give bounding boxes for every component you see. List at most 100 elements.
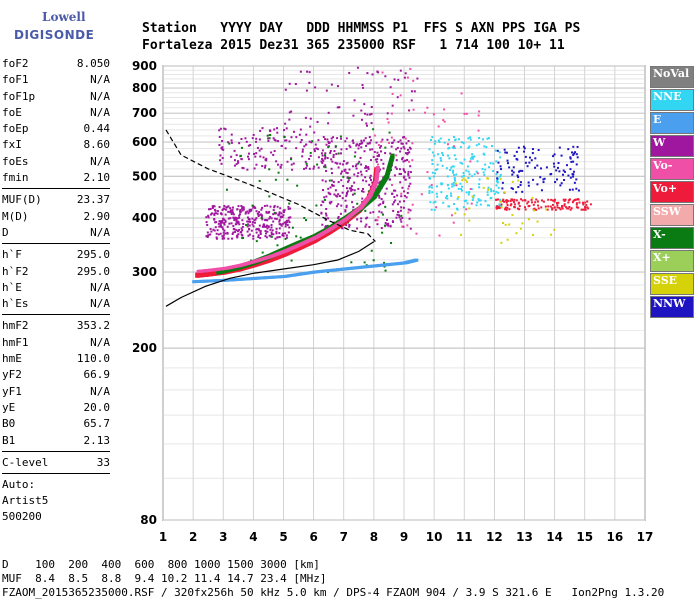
echo-point-green_mid — [251, 204, 254, 207]
echo-point-spread_w_low — [230, 222, 233, 225]
echo-point-nne_right — [447, 138, 450, 141]
echo-point-spread_w_mid — [400, 206, 403, 209]
echo-point-mixed_right — [553, 200, 556, 203]
echo-point-sse_right — [468, 219, 471, 222]
auto-line2: Artist5 — [2, 494, 49, 508]
echo-point-spread_w_mid — [400, 195, 403, 198]
echo-point-nnw_right — [568, 188, 571, 191]
echo-point-nne_right — [471, 155, 474, 158]
echo-point-spread_w_mid — [351, 165, 354, 168]
echo-point-sse_right — [487, 188, 490, 191]
echo-point-spread_w_mid — [403, 200, 406, 203]
echo-point-spread_w_mid — [366, 142, 369, 145]
echo-point-spread_w_mid — [344, 140, 347, 143]
echo-point-nne_right — [475, 144, 478, 147]
echo-point-spread_w_mid — [369, 159, 372, 162]
echo-point-high_scatter — [288, 82, 291, 85]
echo-point-spread_w_low — [234, 223, 237, 226]
echo-point-vo_minus — [407, 187, 410, 190]
echo-point-spread_w_low — [264, 229, 267, 232]
echo-point-spread_w_low — [255, 228, 258, 231]
echo-point-vo_minus — [406, 76, 409, 79]
echo-point-high_scatter — [371, 73, 374, 76]
echo-point-spread_w_low — [289, 216, 292, 219]
echo-point-nnw_right — [524, 155, 527, 158]
echo-point-nnw_right — [557, 162, 560, 165]
echo-point-high_scatter — [308, 71, 311, 74]
echo-point-spread_w_upper — [242, 167, 245, 170]
echo-point-spread_w_mid — [351, 188, 354, 191]
echo-point-spread_w_mid — [398, 172, 401, 175]
echo-point-sse_right — [500, 206, 503, 209]
echo-point-high_scatter — [305, 89, 308, 92]
echo-point-spread_w_low — [259, 213, 262, 216]
echo-point-spread_w_low — [222, 217, 225, 220]
echo-point-spread_w_upper — [241, 166, 244, 169]
echo-point-spread_w_mid — [325, 214, 328, 217]
echo-point-mixed_right — [561, 207, 564, 210]
echo-point-nne_right — [454, 179, 457, 182]
echo-point-spread_w_upper — [247, 155, 250, 158]
echo-point-spread_w_upper — [304, 160, 307, 163]
echo-point-spread_w_low — [242, 206, 245, 209]
param-key: foE — [2, 105, 22, 119]
echo-point-spread_w_upper — [219, 159, 222, 162]
echo-point-spread_w_mid — [369, 176, 372, 179]
echo-point-mixed_right — [546, 208, 549, 211]
echo-point-spread_w_upper — [317, 156, 320, 159]
echo-point-spread_w_low — [241, 207, 244, 210]
echo-point-spread_w_mid — [394, 199, 397, 202]
echo-point-spread_w_mid — [399, 139, 402, 142]
param-key: hmE — [2, 352, 22, 366]
echo-point-spread_w_mid — [405, 142, 408, 145]
echo-point-nnw_right — [504, 151, 507, 154]
echo-point-spread_w_upper — [283, 129, 286, 132]
echo-point-nnw_right — [521, 190, 524, 193]
echo-point-green_mid — [337, 152, 340, 155]
echo-point-mixed_right — [532, 203, 535, 206]
param-key: foF1p — [2, 89, 36, 103]
echo-point-spread_w_mid — [364, 176, 367, 179]
echo-point-spread_w_low — [254, 218, 257, 221]
echo-point-spread_w_upper — [308, 157, 311, 160]
echo-point-spread_w_mid — [391, 220, 394, 223]
echo-point-nnw_right — [497, 161, 500, 164]
echo-point-spread_w_low — [216, 229, 219, 232]
echo-point-spread_w_mid — [337, 215, 340, 218]
echo-point-spread_w_low — [261, 225, 264, 228]
echo-point-green_mid — [268, 168, 271, 171]
echo-point-nne_right — [430, 186, 433, 189]
echo-point-vo_minus — [377, 216, 380, 219]
echo-point-nne_right — [441, 164, 444, 167]
echo-point-nne_right — [490, 190, 493, 193]
echo-point-nnw_right — [506, 159, 509, 162]
echo-point-green_mid — [381, 213, 384, 216]
echo-point-spread_w_mid — [354, 151, 357, 154]
echo-point-green_mid — [353, 155, 356, 158]
echo-point-spread_w_low — [207, 216, 210, 219]
echo-point-nnw_right — [554, 181, 557, 184]
echo-point-nnw_right — [574, 151, 577, 154]
echo-point-spread_w_mid — [340, 179, 343, 182]
echo-point-nnw_right — [565, 164, 568, 167]
echo-point-spread_w_mid — [335, 194, 338, 197]
echo-point-spread_w_mid — [399, 172, 402, 175]
echo-point-spread_w_upper — [259, 129, 262, 132]
echo-point-spread_w_upper — [284, 139, 287, 142]
echo-point-vo_minus — [469, 160, 472, 163]
echo-point-green_mid — [328, 179, 331, 182]
echo-point-spread_w_mid — [330, 172, 333, 175]
echo-point-spread_w_mid — [409, 147, 412, 150]
echo-point-spread_w_mid — [332, 180, 335, 183]
echo-point-spread_w_upper — [255, 163, 258, 166]
echo-point-spread_w_mid — [340, 172, 343, 175]
echo-point-spread_w_low — [266, 230, 269, 233]
echo-point-spread_w_mid — [369, 174, 372, 177]
echo-point-nnw_right — [575, 187, 578, 190]
echo-point-spread_w_upper — [246, 168, 249, 171]
echo-point-spread_w_mid — [335, 152, 338, 155]
echo-point-nne_right — [471, 157, 474, 160]
echo-point-mixed_right — [542, 200, 545, 203]
echo-point-green_mid — [311, 140, 314, 143]
echo-point-nnw_right — [558, 170, 561, 173]
